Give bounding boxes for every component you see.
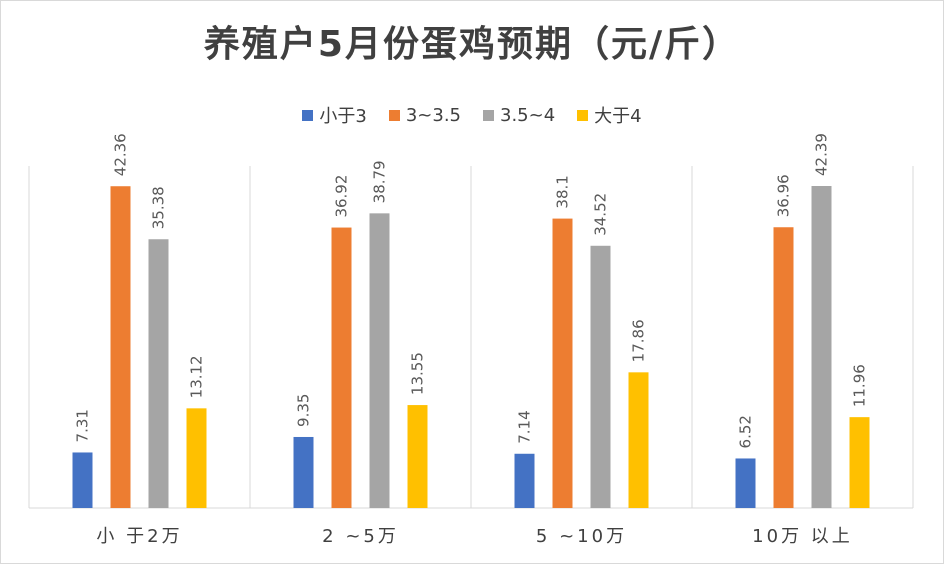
- data-label: 42.36: [112, 133, 130, 176]
- legend-item: 小于3: [302, 102, 367, 128]
- bar: [186, 408, 207, 508]
- legend-swatch: [388, 109, 400, 121]
- legend-label: 大于4: [594, 106, 642, 127]
- category-label: 10万 以上: [752, 526, 853, 547]
- data-label: 42.39: [813, 133, 831, 176]
- data-label: 13.55: [409, 352, 427, 395]
- legend-swatch: [577, 109, 589, 121]
- data-label: 17.86: [630, 319, 648, 362]
- data-label: 13.12: [188, 355, 206, 398]
- bar: [773, 227, 794, 508]
- data-label: 38.1: [554, 175, 572, 208]
- data-label: 6.52: [737, 415, 755, 448]
- legend-item: 大于4: [577, 102, 642, 128]
- category-label: 小 于2万: [96, 526, 182, 547]
- legend-label: 小于3: [319, 106, 367, 127]
- data-label: 35.38: [150, 186, 168, 229]
- bar: [293, 436, 314, 508]
- data-label: 9.35: [295, 394, 313, 427]
- data-label: 7.14: [516, 410, 534, 443]
- bar: [110, 186, 131, 508]
- chart-title: 养殖户5月份蛋鸡预期（元/斤）: [203, 24, 741, 65]
- legend-label: 3.5~4: [500, 104, 556, 126]
- bar: [369, 213, 390, 508]
- data-label: 11.96: [851, 364, 869, 407]
- bar: [590, 245, 611, 508]
- data-label: 38.79: [371, 160, 389, 203]
- data-label: 36.92: [333, 175, 351, 218]
- bar: [514, 453, 535, 508]
- data-label: 7.31: [74, 409, 92, 442]
- data-label: 36.96: [775, 174, 793, 217]
- bar: [552, 218, 573, 508]
- legend-swatch: [302, 109, 314, 121]
- legend-item: 3.5~4: [483, 102, 555, 128]
- bar: [148, 239, 169, 508]
- category-label: 5 ~10万: [536, 526, 627, 547]
- bar: [628, 372, 649, 508]
- bar: [735, 458, 756, 508]
- bar: [811, 186, 832, 508]
- bar: [849, 417, 870, 508]
- legend: 小于3 3~3.5 3.5~4 大于4: [1, 102, 943, 128]
- bar: [331, 227, 352, 508]
- legend-label: 3~3.5: [405, 104, 461, 126]
- category-label: 2 ~5万: [322, 526, 399, 547]
- bar: [407, 405, 428, 508]
- bar: [72, 452, 93, 508]
- legend-item: 3~3.5: [388, 102, 461, 128]
- legend-swatch: [483, 109, 494, 121]
- data-label: 34.52: [592, 193, 610, 236]
